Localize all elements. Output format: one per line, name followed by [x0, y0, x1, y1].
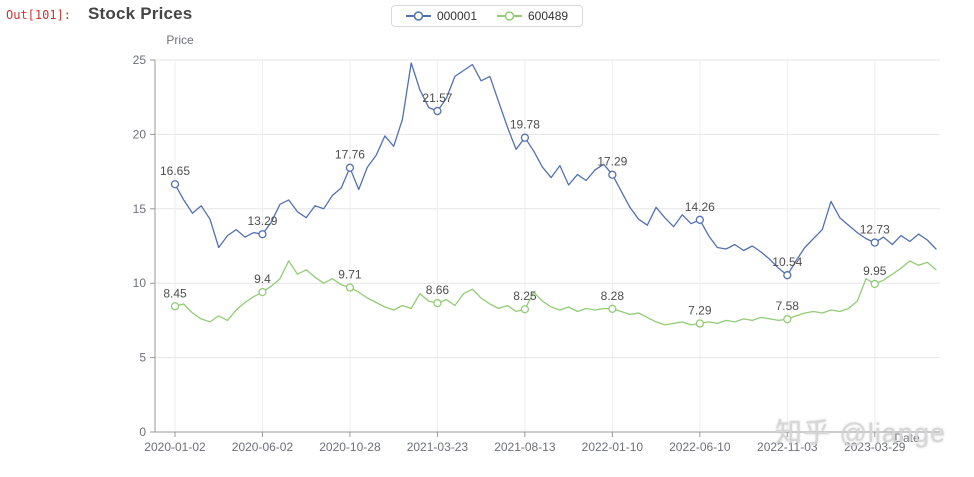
marker-600489 [258, 287, 267, 297]
x-tick-label: 2022-06-10 [669, 440, 731, 454]
data-label-000001: 21.57 [422, 91, 452, 105]
marker-000001 [695, 215, 704, 224]
x-tick-label: 2020-10-28 [319, 440, 381, 454]
data-label-000001: 14.26 [685, 200, 715, 214]
series-line-000001 [174, 62, 937, 276]
x-tick-label: 2022-01-10 [582, 440, 644, 454]
marker-000001 [345, 163, 355, 172]
data-label-000001: 16.65 [160, 164, 190, 178]
data-label-000001: 17.76 [335, 148, 365, 162]
marker-000001 [608, 170, 617, 179]
marker-600489 [695, 319, 704, 328]
chart-title: Stock Prices [88, 4, 193, 23]
watermark: 知乎 @liange [775, 418, 946, 448]
marker-600489 [608, 304, 617, 313]
marker-600489 [170, 302, 180, 311]
series-line-600489 [174, 260, 937, 326]
x-tick-label: 2020-06-02 [232, 440, 294, 454]
marker-000001 [783, 271, 792, 280]
legend-item-label: 000001 [436, 9, 477, 23]
marker-600489 [520, 305, 530, 314]
x-tick-label: 2023-03-29 [844, 440, 906, 454]
data-label-000001: 13.29 [247, 214, 277, 228]
data-label-600489: 9.4 [254, 272, 271, 286]
data-label-000001: 19.78 [510, 118, 540, 132]
marker-000001 [520, 133, 530, 142]
data-label-600489: 9.71 [338, 268, 362, 282]
legend-item-000001[interactable]: 000001 [405, 9, 477, 23]
data-label-600489: 9.95 [863, 264, 887, 278]
marker-000001 [170, 180, 180, 189]
data-label-000001: 17.29 [597, 155, 627, 169]
marker-600489 [433, 298, 442, 308]
data-label-600489: 8.28 [601, 289, 625, 303]
data-label-600489: 8.25 [513, 289, 537, 303]
marker-600489 [870, 279, 879, 289]
x-tick-label: 2021-08-13 [494, 440, 556, 454]
legend-line-icon [497, 11, 522, 21]
x-tick-label: 2022-11-03 [757, 440, 818, 454]
legend-item-600489[interactable]: 600489 [497, 9, 568, 23]
y-tick-label: 15 [133, 202, 147, 216]
legend-item-label: 600489 [528, 9, 569, 23]
data-label-600489: 7.29 [688, 304, 712, 318]
out-prompt: Out[101]: [6, 8, 72, 22]
y-tick-label: 10 [133, 276, 147, 290]
y-tick-label: 20 [133, 127, 147, 141]
x-axis-title: Date [894, 431, 920, 445]
marker-000001 [870, 238, 879, 247]
data-label-600489: 8.66 [426, 283, 450, 297]
data-label-000001: 10.54 [772, 255, 802, 269]
marker-000001 [258, 230, 267, 239]
marker-000001 [433, 106, 442, 116]
legend: 000001 600489 [390, 5, 584, 27]
y-tick-label: 25 [133, 53, 147, 67]
marker-600489 [783, 315, 792, 324]
y-tick-label: 0 [139, 425, 146, 439]
data-label-000001: 12.73 [860, 223, 890, 237]
y-tick-label: 5 [139, 351, 146, 365]
data-label-600489: 8.45 [163, 286, 187, 300]
x-tick-label: 2021-03-23 [407, 440, 469, 454]
legend-line-icon [405, 11, 431, 21]
marker-600489 [345, 283, 355, 292]
data-label-600489: 7.58 [776, 299, 800, 313]
y-axis-title: Price [166, 33, 194, 47]
x-tick-label: 2020-01-02 [144, 440, 206, 454]
